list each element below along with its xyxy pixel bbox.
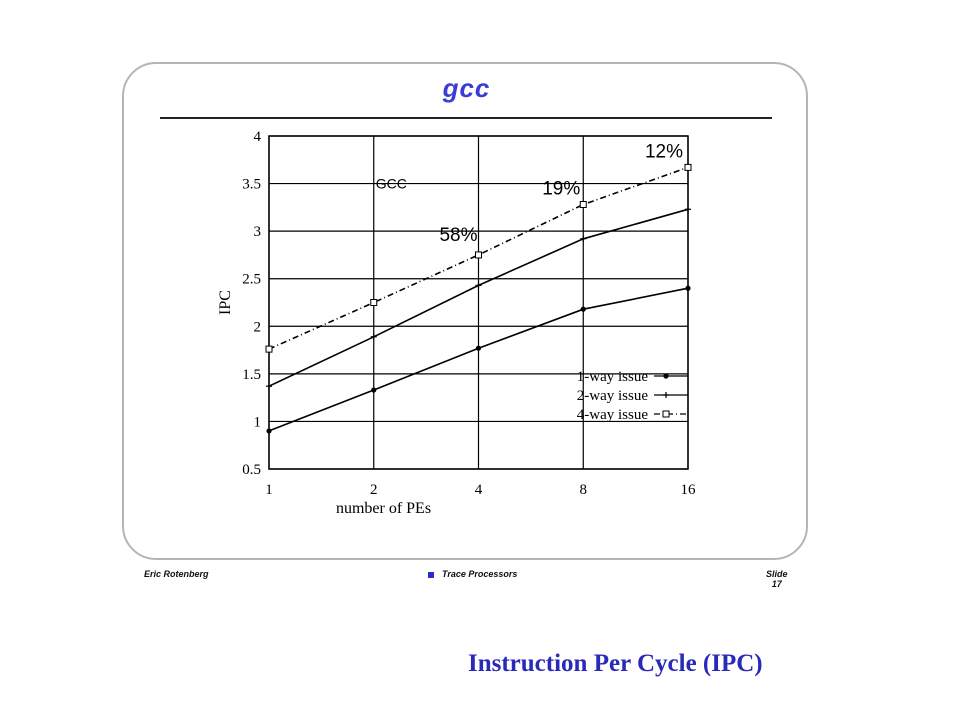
data-point: [371, 387, 377, 393]
y-axis-label: IPC: [217, 290, 234, 315]
y-tick-label: 2.5: [242, 272, 261, 288]
footer-slide-number: Slide 17: [766, 569, 788, 589]
footer-title: Trace Processors: [442, 569, 518, 579]
annotation-label: 19%: [542, 179, 580, 200]
footer-slide-label: Slide: [766, 569, 788, 579]
data-point: [579, 201, 587, 209]
data-point: [370, 333, 377, 340]
slide-title: gcc: [442, 73, 491, 103]
annotation-label: 12%: [645, 141, 683, 162]
x-tick-label: 4: [475, 482, 483, 498]
y-tick-label: 4: [254, 129, 262, 145]
annotation-label: 58%: [439, 225, 477, 246]
x-tick-label: 16: [681, 482, 697, 498]
plot-frame: [268, 135, 689, 470]
caption: Instruction Per Cycle (IPC): [468, 650, 763, 677]
y-tick-label: 1: [254, 414, 262, 430]
data-point: [266, 383, 272, 390]
legend-marker: [663, 392, 669, 398]
data-point: [685, 285, 691, 291]
data-point: [685, 206, 691, 213]
inner-label: GCC: [376, 175, 407, 191]
data-point: [580, 235, 587, 242]
data-point: [580, 306, 586, 312]
y-tick-label: 0.5: [242, 462, 261, 478]
slide-frame: [122, 62, 808, 560]
legend-marker: [662, 410, 670, 418]
footer-slide-value: 17: [771, 579, 782, 589]
data-point: [370, 299, 378, 306]
y-tick-label: 3: [254, 224, 262, 240]
data-point: [266, 428, 272, 434]
x-axis-label: number of PEs: [336, 500, 431, 517]
footer-author: Eric Rotenberg: [144, 569, 209, 579]
title-rule: [160, 117, 772, 119]
y-tick-label: 1.5: [242, 367, 261, 383]
legend-layer: 1-way issue 2-way issue 4-way issue: [577, 369, 688, 423]
x-tick-label: 2: [370, 482, 378, 498]
y-tick-label: 2: [254, 319, 262, 335]
data-point: [475, 282, 482, 289]
data-point: [475, 345, 482, 351]
legend-marker: [663, 373, 669, 379]
bullet-icon: [428, 571, 434, 578]
data-point: [475, 251, 482, 259]
footer-center: Trace Processors: [428, 569, 517, 579]
x-tick-label: 8: [580, 482, 588, 498]
legend-label: 1-way issue: [577, 369, 649, 385]
grid-layer: [268, 135, 689, 470]
y-tick-label: 3.5: [242, 177, 261, 193]
data-point: [684, 163, 692, 171]
legend-label: 4-way issue: [577, 407, 649, 423]
series-layer: [265, 163, 692, 434]
label-layer: GCC 58% 19% 12%: [376, 141, 683, 246]
x-tick-label: 1: [265, 482, 273, 498]
legend-label: 2-way issue: [577, 388, 649, 404]
data-point: [265, 345, 273, 353]
